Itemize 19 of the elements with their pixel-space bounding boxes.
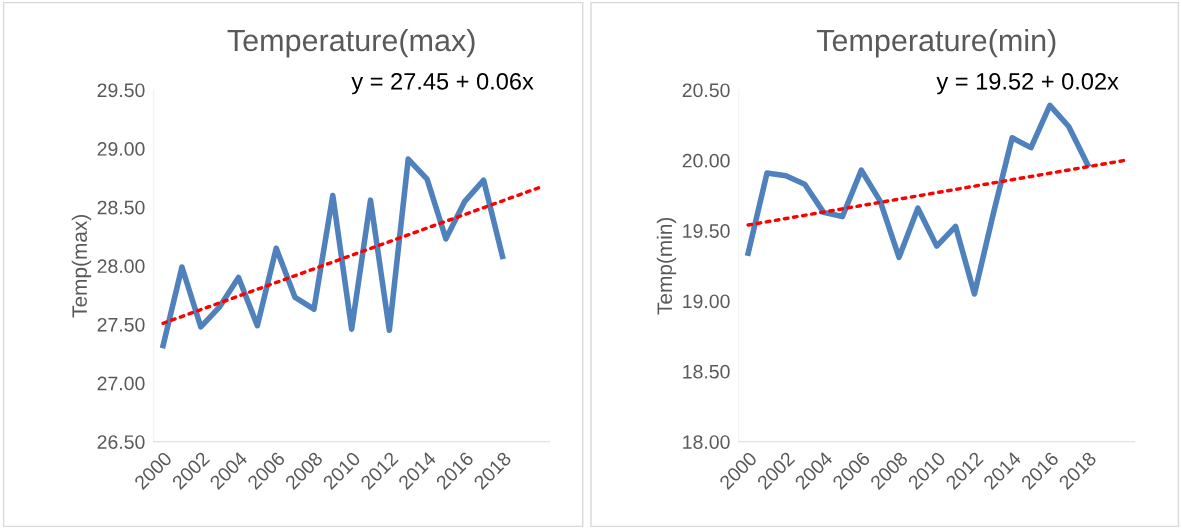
- y-tick-label: 27.50: [97, 317, 145, 332]
- y-tick-label: 27.00: [97, 376, 145, 391]
- y-tick-label: 18.50: [683, 364, 730, 379]
- y-axis-title: Temp(min): [656, 217, 677, 315]
- y-tick-label: 28.50: [97, 200, 145, 215]
- y-tick-label: 20.00: [682, 153, 730, 168]
- y-tick-label: 20.50: [682, 83, 730, 98]
- annotation: y = 27.45 + 0.06x: [351, 72, 534, 95]
- chart-title: Temperature(max): [227, 28, 475, 58]
- annotation: y = 19.52 + 0.02x: [936, 72, 1119, 95]
- y-tick-label: 29.00: [97, 142, 145, 156]
- y-tick-label: 18.00: [683, 435, 730, 449]
- y-tick-label: 29.50: [97, 83, 145, 98]
- y-axis-title: Temp(max): [71, 215, 92, 318]
- y-tick-label: 19.50: [683, 224, 730, 238]
- y-tick-label: 19.00: [683, 294, 730, 309]
- chart-title: Temperature(min): [816, 28, 1056, 58]
- y-tick-label: 26.50: [97, 435, 145, 449]
- y-tick-label: 28.00: [97, 259, 145, 274]
